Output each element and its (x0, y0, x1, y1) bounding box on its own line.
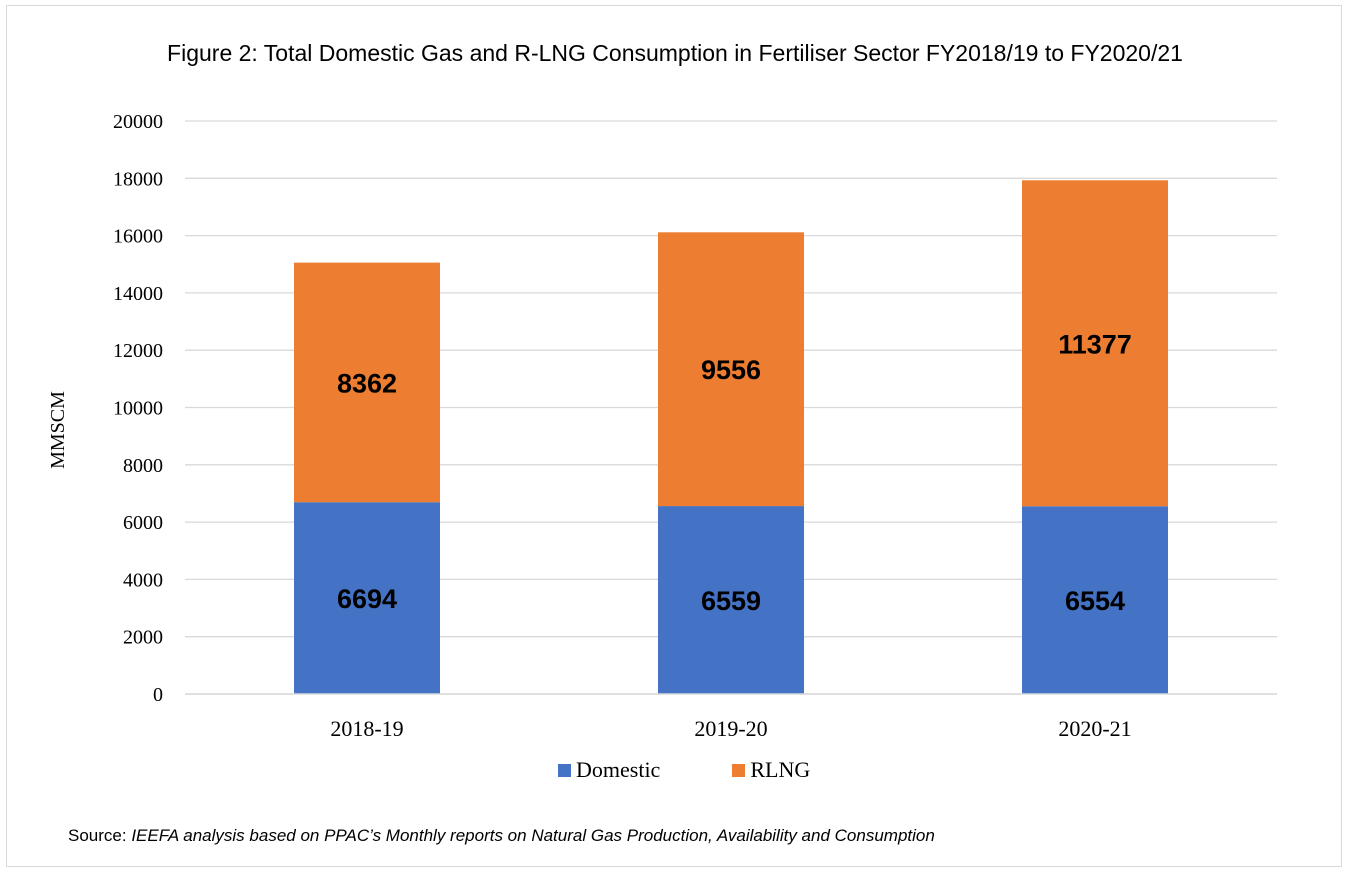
bar-rlng-2020-21 (1022, 180, 1168, 507)
data-label-rlng-2020-21: 11377 (1058, 329, 1132, 359)
y-tick-label: 6000 (123, 512, 163, 534)
y-tick-label: 4000 (123, 569, 163, 591)
source-text: IEEFA analysis based on PPAC’s Monthly r… (131, 826, 935, 845)
y-tick-label: 18000 (113, 168, 163, 190)
data-label-domestic-2020-21: 6554 (1065, 586, 1125, 616)
bar-domestic-2020-21 (1022, 506, 1168, 694)
legend-swatch-rlng (732, 763, 746, 777)
bar-domestic-2019-20 (658, 506, 804, 694)
y-axis-title: MMSCM (47, 391, 69, 469)
data-label-domestic-2018-19: 6694 (337, 584, 397, 614)
y-tick-label: 0 (153, 684, 163, 706)
legend-swatch-domestic (558, 763, 571, 777)
axes: 0 2000 4000 6000 8000 10000 12000 14000 16000 180… (47, 111, 1277, 741)
chart-title: Figure 2: Total Domestic Gas and R-LNG C… (167, 40, 1183, 66)
legend-item-rlng: RLNG (732, 757, 810, 783)
x-tick-label-2020-21: 2020-21 (1058, 716, 1131, 741)
x-tick-label-2019-20: 2019-20 (694, 716, 767, 741)
data-label-rlng-2018-19: 8362 (337, 368, 397, 398)
data-label-domestic-2019-20: 6559 (701, 586, 761, 616)
legend-label-rlng: RLNG (750, 757, 811, 782)
bar-rlng-2019-20 (658, 232, 804, 507)
y-tick-label: 10000 (113, 398, 163, 420)
legend-item-domestic: Domestic (558, 757, 660, 783)
legend: Domestic RLNG (558, 757, 810, 783)
source-prefix: Source: (68, 826, 132, 845)
y-tick-label: 20000 (113, 111, 163, 133)
data-labels: 6694 8362 6559 9556 6554 11377 (337, 329, 1132, 616)
y-tick-label: 8000 (123, 455, 163, 477)
bars (294, 180, 1168, 694)
bar-rlng-2018-19 (294, 262, 440, 503)
y-tick-label: 2000 (123, 627, 163, 649)
y-tick-label: 16000 (113, 226, 163, 248)
data-label-rlng-2019-20: 9556 (701, 355, 761, 385)
x-tick-label-2018-19: 2018-19 (330, 716, 403, 741)
source-note: Source: IEEFA analysis based on PPAC’s M… (68, 826, 935, 846)
y-tick-label: 14000 (113, 283, 163, 305)
bar-domestic-2018-19 (294, 502, 440, 694)
y-tick-label: 12000 (113, 340, 163, 362)
legend-label-domestic: Domestic (576, 757, 661, 782)
